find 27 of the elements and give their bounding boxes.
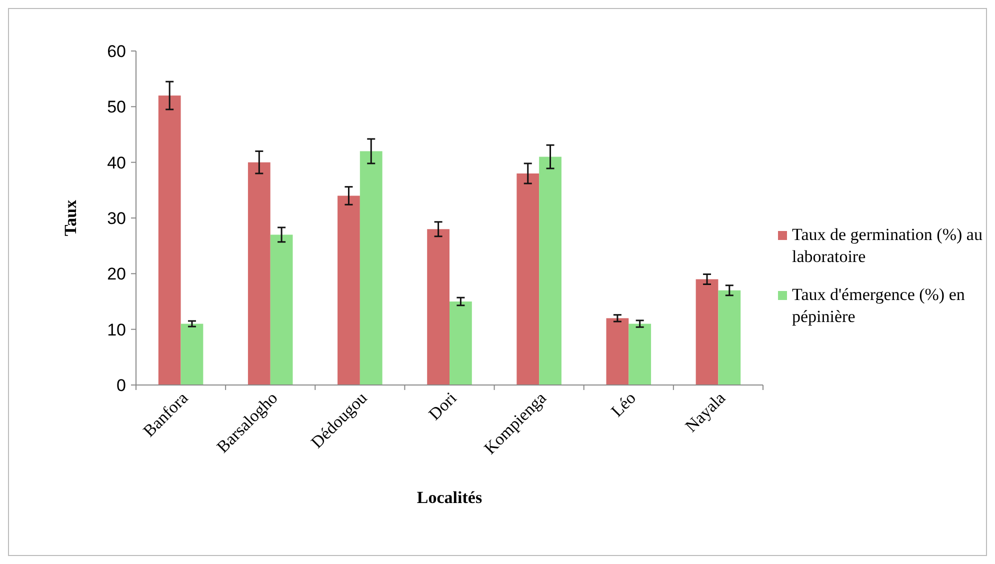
bar: [628, 324, 652, 385]
bar: [539, 156, 562, 385]
bar: [516, 173, 540, 385]
bar: [450, 302, 472, 385]
bar: [248, 162, 270, 385]
bar: [606, 318, 629, 385]
y-tick-label: 30: [107, 208, 126, 228]
bar: [158, 96, 181, 385]
x-tick-label: Dori: [424, 388, 461, 424]
y-tick-label: 50: [107, 98, 126, 117]
x-axis-title: Localités: [416, 488, 482, 507]
y-tick-label: 10: [107, 320, 126, 340]
bar: [718, 290, 741, 385]
bar: [338, 196, 360, 385]
legend-label: Taux de germination (%) au laboratoire: [792, 225, 983, 266]
bar: [270, 234, 293, 385]
y-tick-label: 40: [107, 153, 126, 172]
legend-label: Taux d'émergence (%) en pépinière: [792, 285, 966, 326]
bar: [696, 279, 718, 385]
y-axis-title: Taux: [61, 199, 80, 236]
y-tick-label: 20: [107, 264, 126, 284]
y-tick-label: 60: [107, 42, 126, 61]
x-tick-label: Léo: [607, 388, 640, 421]
bar: [180, 324, 204, 385]
bar: [360, 151, 382, 385]
bar: [427, 229, 450, 385]
y-tick-label: 0: [116, 376, 126, 395]
